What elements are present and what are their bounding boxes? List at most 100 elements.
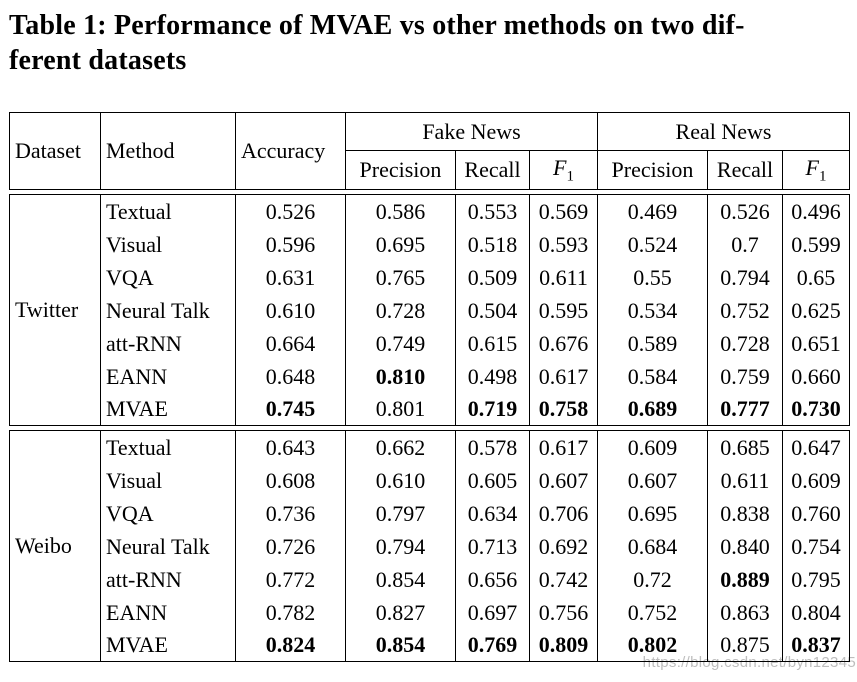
section-divider: [9, 190, 851, 195]
table-row: EANN 0.782 0.827 0.697 0.756 0.752 0.863 0.804: [9, 596, 851, 629]
header-row-metrics: Precision Recall F1 Precision Recall F1: [9, 151, 851, 190]
f1-letter: F: [553, 154, 567, 180]
col-header-fn-recall: Recall: [456, 151, 530, 190]
method-cell: EANN: [101, 596, 236, 629]
col-header-fn-f1: F1: [530, 151, 598, 190]
value-cell: 0.824: [236, 629, 346, 662]
value-cell: 0.518: [456, 228, 530, 261]
table-row: Visual 0.596 0.695 0.518 0.593 0.524 0.7 0.599: [9, 228, 851, 261]
value-cell: 0.599: [783, 228, 851, 261]
value-cell: 0.605: [456, 464, 530, 497]
table-row: Neural Talk 0.610 0.728 0.504 0.595 0.534 0.75…: [9, 294, 851, 327]
caption-line-2: ferent datasets: [9, 45, 187, 76]
value-cell: 0.719: [456, 393, 530, 426]
method-cell: Visual: [101, 464, 236, 497]
value-cell: 0.72: [598, 563, 708, 596]
value-cell: 0.656: [456, 563, 530, 596]
section-divider: [9, 426, 851, 431]
value-cell: 0.65: [783, 261, 851, 294]
value-cell: 0.631: [236, 261, 346, 294]
watermark: https://blog.csdn.net/byn12345: [642, 654, 856, 671]
value-cell: 0.534: [598, 294, 708, 327]
method-cell: VQA: [101, 497, 236, 530]
table-row: Visual 0.608 0.610 0.605 0.607 0.607 0.611 0.60…: [9, 464, 851, 497]
f1-subscript: 1: [566, 168, 574, 185]
value-cell: 0.728: [708, 327, 783, 360]
col-header-rn-recall: Recall: [708, 151, 783, 190]
method-cell: EANN: [101, 360, 236, 393]
value-cell: 0.854: [346, 563, 456, 596]
table-row: att-RNN 0.772 0.854 0.656 0.742 0.72 0.889 0.79…: [9, 563, 851, 596]
value-cell: 0.651: [783, 327, 851, 360]
value-cell: 0.643: [236, 431, 346, 464]
section-divider-cell: [9, 190, 851, 195]
table-row: VQA 0.736 0.797 0.634 0.706 0.695 0.838 0.760: [9, 497, 851, 530]
table-row: VQA 0.631 0.765 0.509 0.611 0.55 0.794 0.65: [9, 261, 851, 294]
value-cell: 0.756: [530, 596, 598, 629]
value-cell: 0.617: [530, 431, 598, 464]
table-row: att-RNN 0.664 0.749 0.615 0.676 0.589 0.728 0.6…: [9, 327, 851, 360]
value-cell: 0.772: [236, 563, 346, 596]
value-cell: 0.760: [783, 497, 851, 530]
method-cell: MVAE: [101, 629, 236, 662]
value-cell: 0.596: [236, 228, 346, 261]
value-cell: 0.804: [783, 596, 851, 629]
value-cell: 0.611: [708, 464, 783, 497]
value-cell: 0.647: [783, 431, 851, 464]
value-cell: 0.777: [708, 393, 783, 426]
value-cell: 0.607: [530, 464, 598, 497]
col-header-rn-f1: F1: [783, 151, 851, 190]
value-cell: 0.648: [236, 360, 346, 393]
table-row: Weibo Textual 0.643 0.662 0.578 0.617 0.609 0.6…: [9, 431, 851, 662]
value-cell: 0.726: [236, 530, 346, 563]
value-cell: 0.695: [346, 228, 456, 261]
value-cell: 0.569: [530, 195, 598, 228]
value-cell: 0.689: [598, 393, 708, 426]
table-header: Dataset Method Accuracy Fake News Real N…: [9, 112, 851, 190]
value-cell: 0.617: [530, 360, 598, 393]
results-table: Dataset Method Accuracy Fake News Real N…: [9, 112, 851, 662]
col-header-dataset: Dataset: [9, 112, 101, 190]
value-cell: 0.7: [708, 228, 783, 261]
value-cell: 0.695: [598, 497, 708, 530]
value-cell: 0.754: [783, 530, 851, 563]
value-cell: 0.676: [530, 327, 598, 360]
value-cell: 0.496: [783, 195, 851, 228]
table-row: Twitter Textual 0.526 0.586 0.553 0.569 0.469 0…: [9, 195, 851, 426]
value-cell: 0.609: [598, 431, 708, 464]
value-cell: 0.586: [346, 195, 456, 228]
value-cell: 0.802: [598, 629, 708, 662]
f1-subscript: 1: [818, 168, 827, 185]
value-cell: 0.611: [530, 261, 598, 294]
col-header-rn-precision: Precision: [598, 151, 708, 190]
value-cell: 0.752: [598, 596, 708, 629]
value-cell: 0.749: [346, 327, 456, 360]
value-cell: 0.838: [708, 497, 783, 530]
value-cell: 0.742: [530, 563, 598, 596]
value-cell: 0.827: [346, 596, 456, 629]
col-header-accuracy: Accuracy: [236, 112, 346, 190]
value-cell: 0.759: [708, 360, 783, 393]
value-cell: 0.524: [598, 228, 708, 261]
table-caption: Table 1: Performance of MVAE vs other me…: [9, 8, 851, 78]
method-cell: MVAE: [101, 393, 236, 426]
value-cell: 0.595: [530, 294, 598, 327]
value-cell: 0.797: [346, 497, 456, 530]
value-cell: 0.610: [346, 464, 456, 497]
value-cell: 0.609: [783, 464, 851, 497]
method-cell: att-RNN: [101, 563, 236, 596]
value-cell: 0.498: [456, 360, 530, 393]
value-cell: 0.593: [530, 228, 598, 261]
section-divider-cell: [9, 426, 851, 431]
value-cell: 0.863: [708, 596, 783, 629]
col-group-fake-news: Fake News: [346, 112, 598, 151]
method-cell: VQA: [101, 261, 236, 294]
value-cell: 0.504: [456, 294, 530, 327]
table-row: MVAE 0.824 0.854 0.769 0.809 0.802 0.875 0.837: [9, 629, 851, 662]
method-cell: Textual: [101, 431, 236, 464]
col-group-real-news: Real News: [598, 112, 851, 151]
col-header-fn-precision: Precision: [346, 151, 456, 190]
value-cell: 0.469: [598, 195, 708, 228]
value-cell: 0.662: [346, 431, 456, 464]
